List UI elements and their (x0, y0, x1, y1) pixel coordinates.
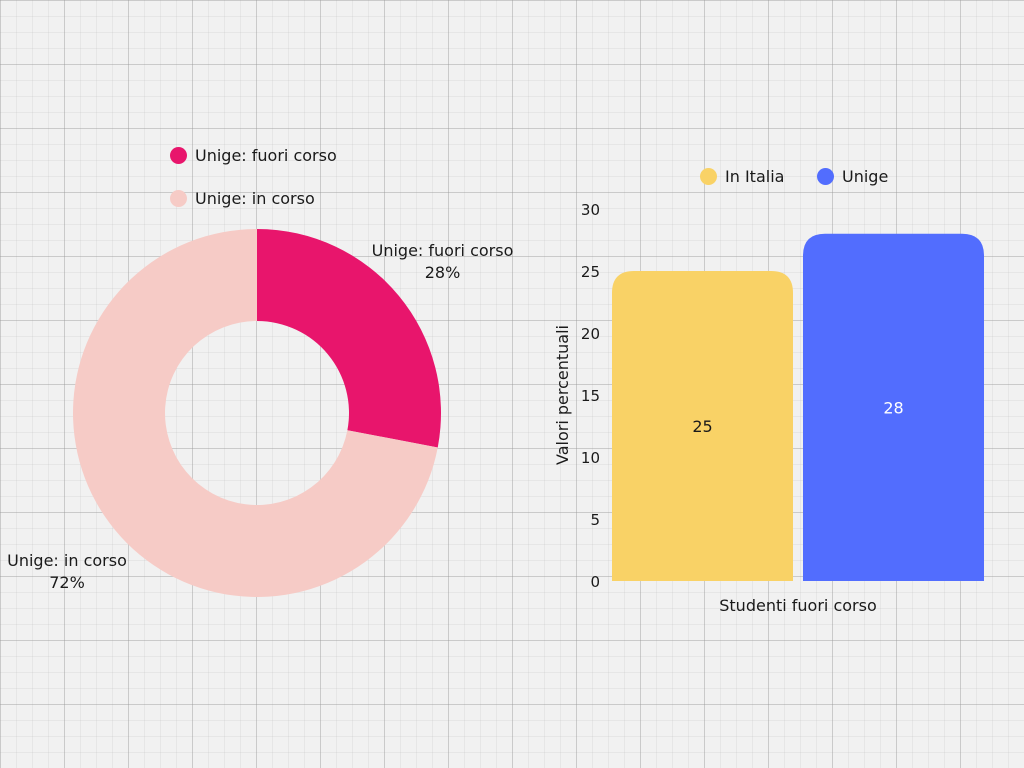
slice-label-in-corso: Unige: in corso 72% (4, 550, 130, 594)
bar-unige (803, 233, 984, 582)
donut-legend-fuori-corso: Unige: fuori corso (170, 146, 337, 165)
y-tick-label: 20 (581, 325, 600, 343)
y-tick-label: 10 (581, 449, 600, 467)
donut-slice-0 (257, 229, 441, 448)
bar-chart: 0 5 10 15 20 25 30 25 28 (581, 201, 984, 591)
legend-swatch-fuori-corso (170, 147, 187, 164)
slice-label-fuori-corso-value: 28% (424, 263, 461, 282)
legend-label-fuori-corso: Unige: fuori corso (195, 146, 337, 165)
donut-legend-in-corso: Unige: in corso (170, 189, 315, 208)
y-tick-label: 15 (581, 387, 600, 405)
x-axis-label: Studenti fuori corso (719, 596, 876, 615)
legend-label-unige: Unige (842, 167, 889, 186)
legend-swatch-in-corso (170, 190, 187, 207)
y-axis-label: Valori percentuali (553, 325, 572, 465)
bar-legend-unige: Unige (817, 167, 888, 186)
donut-slice-1 (72, 229, 438, 597)
y-tick-label: 25 (581, 263, 600, 281)
slice-label-in-corso-value: 72% (49, 573, 85, 592)
slice-label-fuori-corso: Unige: fuori corso 28% (370, 240, 515, 284)
legend-label-in-corso: Unige: in corso (195, 189, 315, 208)
y-tick-label: 0 (590, 573, 600, 591)
y-tick-label: 5 (590, 511, 600, 529)
legend-swatch-unige (817, 168, 834, 185)
bar-data-label: 25 (692, 417, 712, 436)
bar-legend-in-italia: In Italia (700, 167, 784, 186)
legend-label-in-italia: In Italia (725, 167, 785, 186)
bar-in-italia (612, 271, 793, 581)
legend-swatch-in-italia (700, 168, 717, 185)
donut-chart (72, 229, 441, 597)
y-tick-label: 30 (581, 201, 600, 219)
slice-label-in-corso-name: Unige: in corso (7, 551, 127, 570)
slice-label-fuori-corso-name: Unige: fuori corso (371, 241, 514, 260)
bar-data-label: 28 (883, 398, 903, 417)
